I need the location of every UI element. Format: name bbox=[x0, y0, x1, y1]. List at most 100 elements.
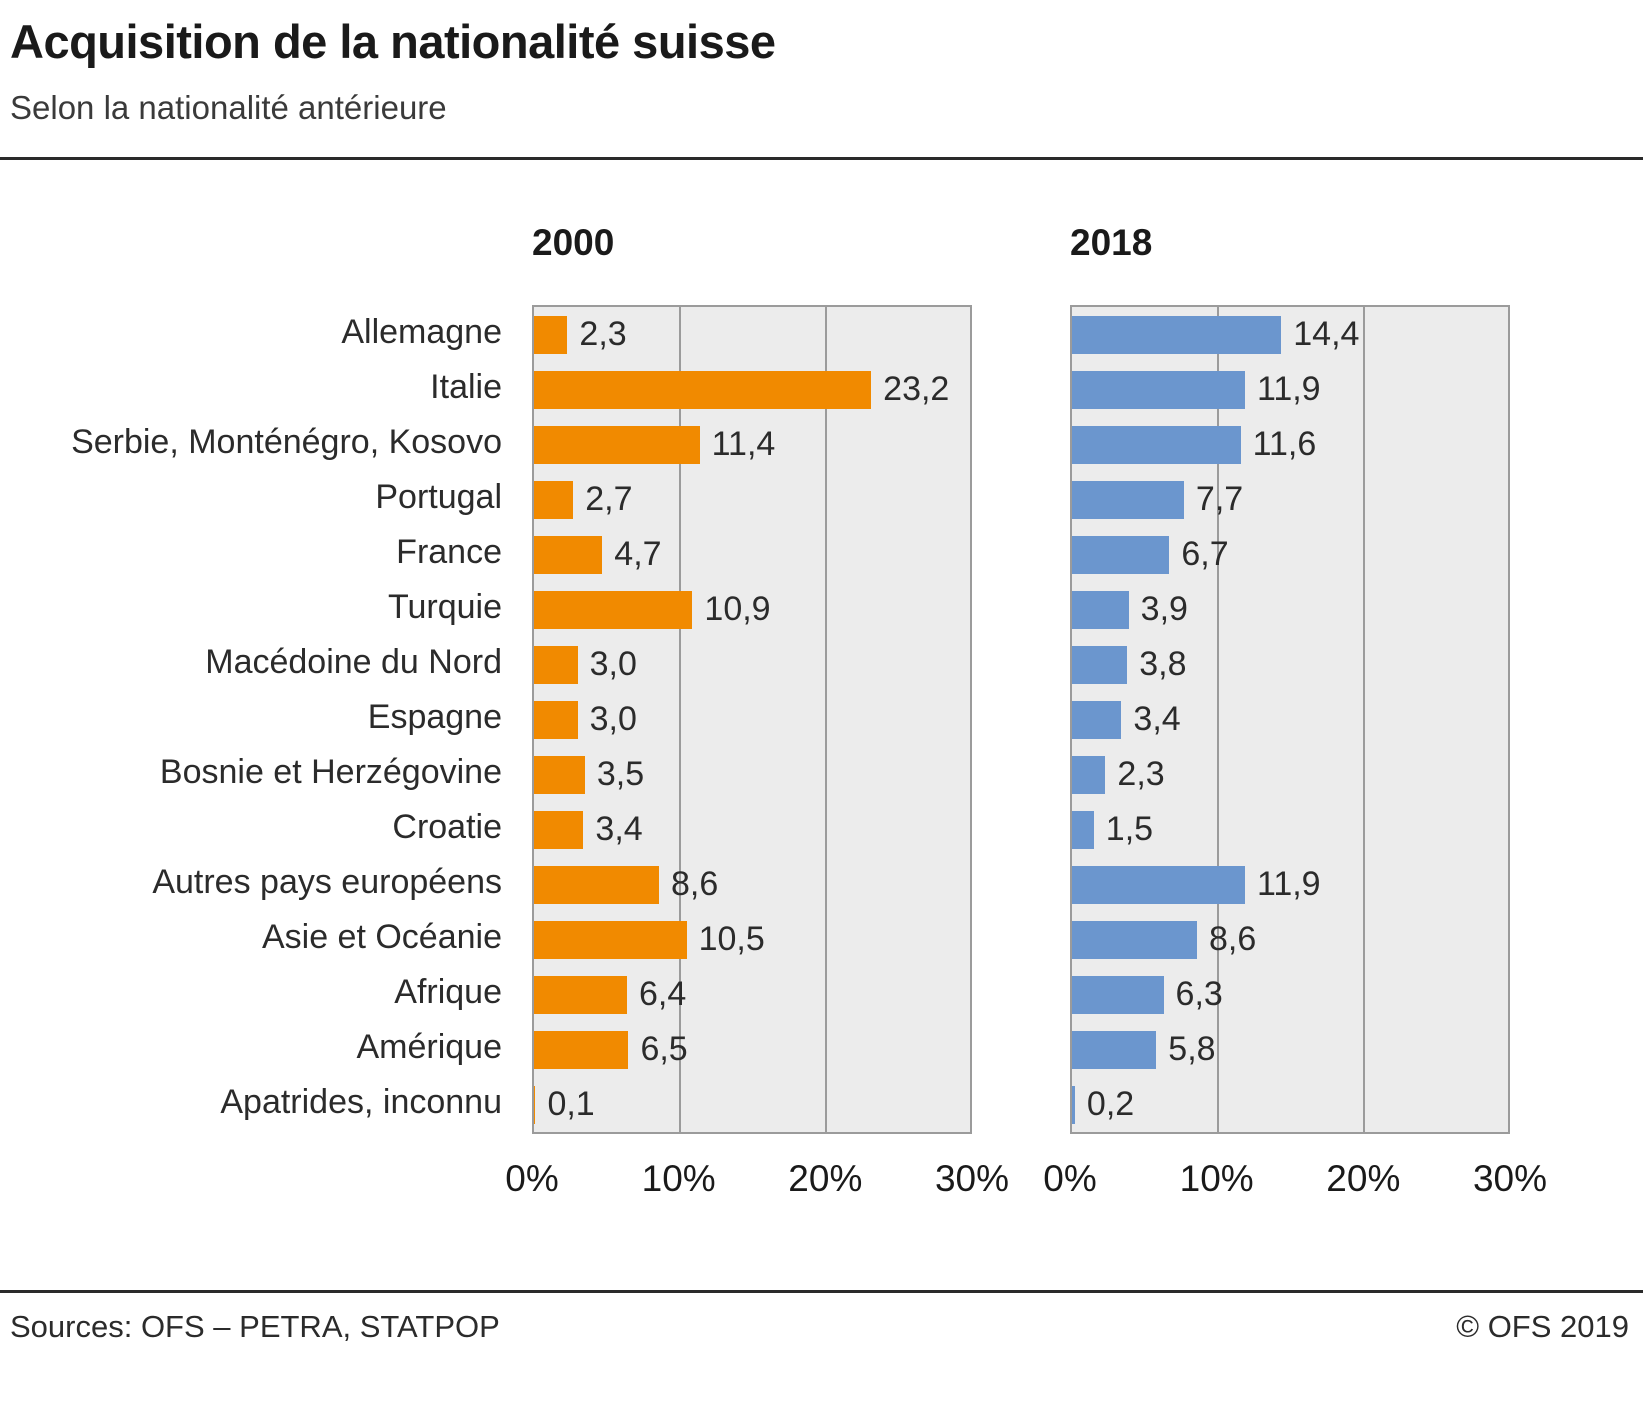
bar bbox=[1072, 755, 1106, 794]
bar-row: 11,9 bbox=[1072, 857, 1508, 912]
category-label: Espagne bbox=[367, 698, 502, 736]
bar-value-label: 6,3 bbox=[1175, 975, 1223, 1013]
bar-row: 6,7 bbox=[1072, 527, 1508, 582]
x-axis-2018: 0% 10% 20% 30% bbox=[1043, 1134, 1547, 1212]
gridline bbox=[824, 307, 827, 1132]
bar-row: 3,4 bbox=[534, 802, 970, 857]
bar-value-label: 5,8 bbox=[1168, 1030, 1216, 1068]
bar-row: 6,4 bbox=[534, 967, 970, 1022]
bar bbox=[1072, 425, 1241, 464]
bar-row: 11,6 bbox=[1072, 417, 1508, 472]
bar-value-label: 3,9 bbox=[1140, 590, 1188, 628]
x-tick: 30% bbox=[1472, 1158, 1548, 1199]
bar bbox=[1072, 1030, 1157, 1069]
bar bbox=[1072, 1085, 1075, 1124]
bar-row: 5,8 bbox=[1072, 1022, 1508, 1077]
bar-value-label: 2,3 bbox=[579, 315, 627, 353]
bar-value-label: 11,4 bbox=[711, 425, 776, 463]
bar-row: 14,4 bbox=[1072, 307, 1508, 362]
bar-row: 6,3 bbox=[1072, 967, 1508, 1022]
bar-value-label: 4,7 bbox=[614, 535, 662, 573]
bar-row: 3,0 bbox=[534, 692, 970, 747]
bar-row: 11,9 bbox=[1072, 362, 1508, 417]
category-label: Bosnie et Herzégovine bbox=[159, 753, 502, 791]
category-labels: Allemagne Italie Serbie, Monténégro, Kosov… bbox=[0, 305, 532, 1130]
x-tick: 10% bbox=[1179, 1158, 1254, 1199]
bar-rows: 2,3 23,2 11,4 2,7 4,7 10,9 3,0 3,0 3,5 3,4 8,6 10,5… bbox=[534, 307, 970, 1132]
bar bbox=[534, 645, 578, 684]
bar-value-label: 3,4 bbox=[595, 810, 643, 848]
bar-value-label: 10,5 bbox=[698, 920, 765, 958]
bar-value-label: 6,7 bbox=[1181, 535, 1229, 573]
bar-row: 0,2 bbox=[1072, 1077, 1508, 1132]
category-label: Macédoine du Nord bbox=[205, 643, 502, 681]
chart-subtitle: Selon la nationalité antérieure bbox=[10, 89, 447, 126]
bar bbox=[1072, 920, 1197, 959]
bar-value-label: 6,5 bbox=[640, 1030, 688, 1068]
bar-value-label: 1,5 bbox=[1105, 810, 1154, 848]
category-labels-column: Allemagne Italie Serbie, Monténégro, Kosov… bbox=[0, 222, 532, 1212]
x-tick: 0% bbox=[1043, 1158, 1097, 1199]
category-label: Italie bbox=[430, 368, 502, 406]
bar-row: 10,5 bbox=[534, 912, 970, 967]
bar-row: 0,1 bbox=[534, 1077, 970, 1132]
bar-value-label: 6,4 bbox=[639, 975, 687, 1013]
bar bbox=[1072, 975, 1164, 1014]
plot-area-2018: 14,4 11,9 11,6 7,7 6,7 3,9 3,8 3,4 2,3 1,5 11,9 8,6… bbox=[1070, 305, 1510, 1134]
bar bbox=[534, 865, 659, 904]
bar bbox=[1072, 700, 1122, 739]
category-label: France bbox=[396, 533, 502, 571]
bar bbox=[534, 1085, 536, 1124]
bar bbox=[534, 755, 585, 794]
x-axis-2000: 0% 10% 20% 30% bbox=[505, 1134, 1009, 1212]
bar-value-label: 11,9 bbox=[1256, 370, 1321, 408]
bar bbox=[1072, 645, 1128, 684]
category-label: Afrique bbox=[394, 973, 502, 1011]
bar bbox=[1072, 810, 1094, 849]
bar-value-label: 10,9 bbox=[704, 590, 771, 628]
x-tick: 0% bbox=[505, 1158, 559, 1199]
bar-row: 3,0 bbox=[534, 637, 970, 692]
header-divider bbox=[0, 157, 1643, 160]
panel-2018: 2018 14,4 11,9 11,6 7,7 6,7 3,9 3,8 3,4 2,3 1,5 11… bbox=[1043, 222, 1547, 1212]
page-title: Acquisition de la nationalité suisse bbox=[10, 15, 776, 68]
bar-value-label: 8,6 bbox=[1208, 920, 1257, 958]
bar bbox=[534, 480, 574, 519]
chart-footer: Sources: OFS – PETRA, STATPOP © OFS 2019 bbox=[0, 1293, 1643, 1345]
bar-row: 1,5 bbox=[1072, 802, 1508, 857]
bar-value-label: 3,0 bbox=[589, 645, 637, 683]
bar-row: 3,9 bbox=[1072, 582, 1508, 637]
bar-value-label: 0,1 bbox=[547, 1085, 595, 1123]
category-label: Allemagne bbox=[341, 313, 502, 351]
bar-row: 2,3 bbox=[534, 307, 970, 362]
bar-row: 2,3 bbox=[1072, 747, 1508, 802]
gridline bbox=[1217, 307, 1220, 1132]
gridline bbox=[1362, 307, 1365, 1132]
category-label: Asie et Océanie bbox=[261, 918, 502, 956]
x-tick: 20% bbox=[1326, 1158, 1401, 1199]
x-tick: 10% bbox=[641, 1158, 716, 1199]
bar bbox=[534, 1030, 629, 1069]
category-label: Serbie, Monténégro, Kosovo bbox=[71, 423, 502, 461]
bar bbox=[1072, 865, 1245, 904]
x-tick: 20% bbox=[788, 1158, 863, 1199]
bar-row: 8,6 bbox=[1072, 912, 1508, 967]
series-header-2018: 2018 bbox=[1070, 222, 1153, 263]
bar bbox=[534, 590, 693, 629]
category-label: Portugal bbox=[375, 478, 502, 516]
bar-value-label: 7,7 bbox=[1195, 480, 1244, 518]
bar-value-label: 3,8 bbox=[1139, 645, 1187, 683]
bar-row: 11,4 bbox=[534, 417, 970, 472]
bar bbox=[1072, 480, 1184, 519]
bar bbox=[534, 370, 872, 409]
plot-area-2000: 2,3 23,2 11,4 2,7 4,7 10,9 3,0 3,0 3,5 3,4 8,6 10,5… bbox=[532, 305, 972, 1134]
category-label: Turquie bbox=[387, 588, 502, 626]
gridline bbox=[679, 307, 682, 1132]
bar bbox=[534, 535, 603, 574]
category-label: Croatie bbox=[392, 808, 502, 846]
bar-value-label: 0,2 bbox=[1086, 1085, 1135, 1123]
bar-rows: 14,4 11,9 11,6 7,7 6,7 3,9 3,8 3,4 2,3 1,5 11,9 8,6… bbox=[1072, 307, 1508, 1132]
bar bbox=[534, 315, 568, 354]
bar-row: 2,7 bbox=[534, 472, 970, 527]
